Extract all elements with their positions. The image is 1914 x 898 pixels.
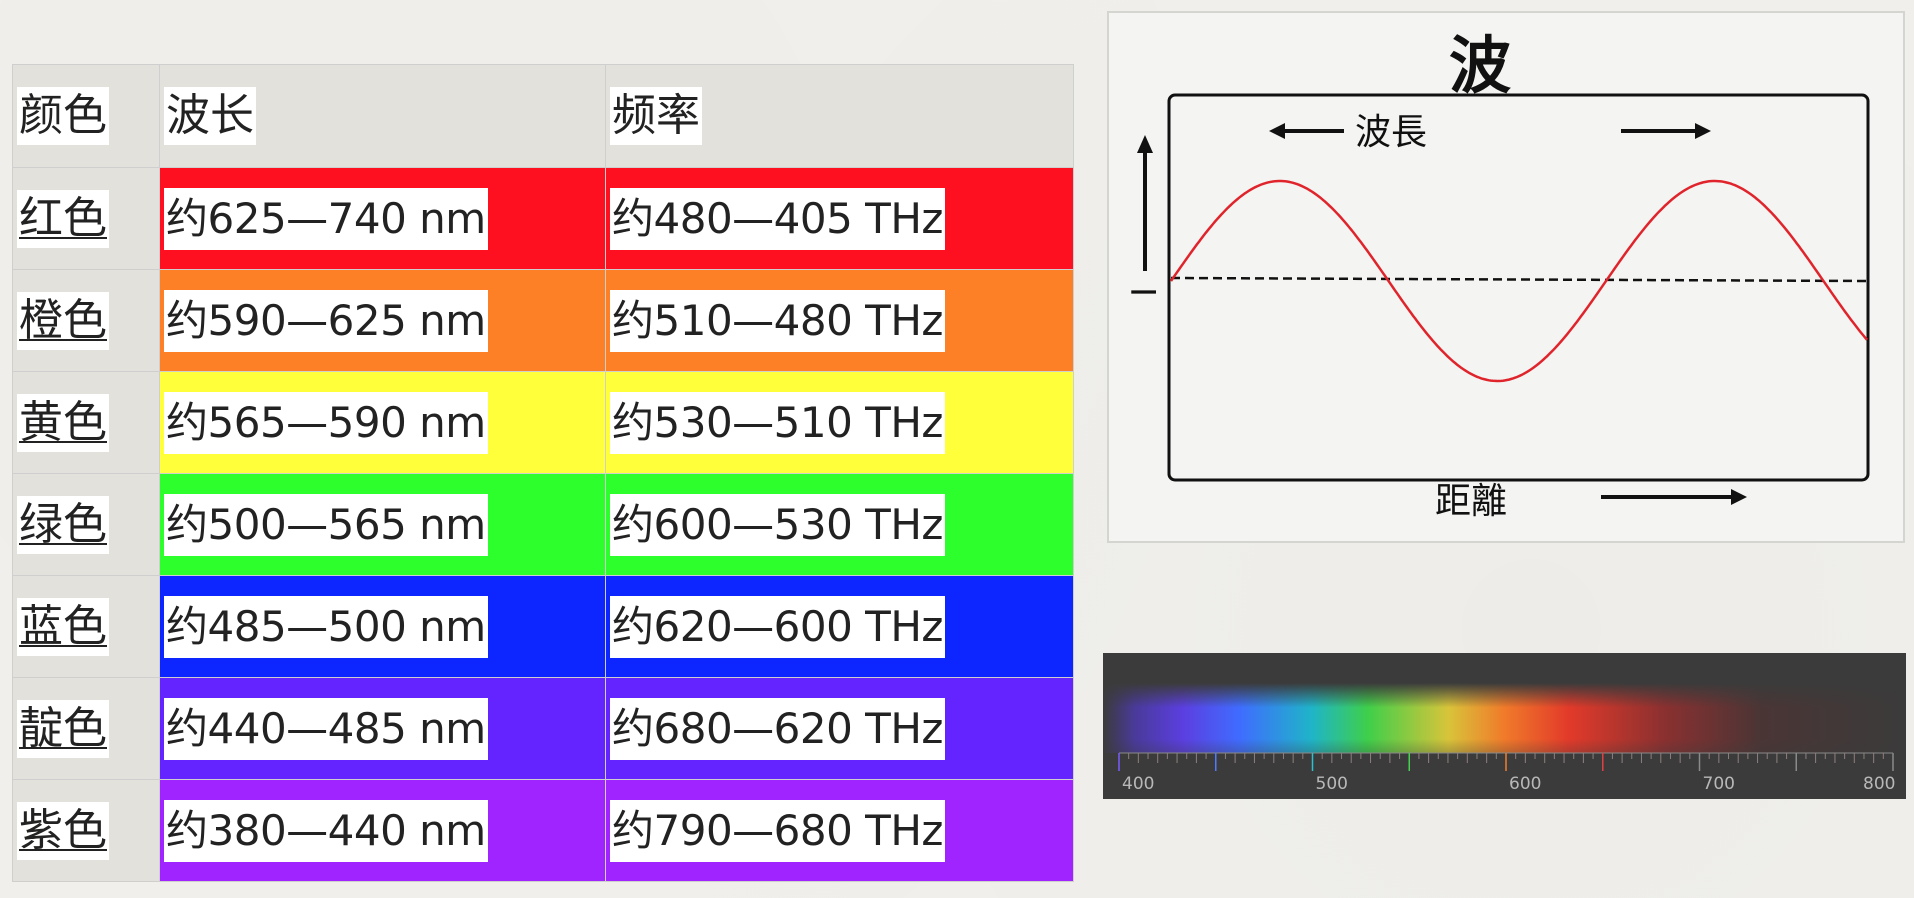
wave-frame	[1167, 93, 1870, 482]
table-header-row: 颜色 波长 频率	[12, 64, 1074, 168]
table-row: 黄色 约565—590 nm 约530—510 THz	[12, 371, 1074, 474]
color-name-link[interactable]: 红色	[17, 189, 109, 248]
table-row: 紫色 约380—440 nm 约790—680 THz	[12, 779, 1074, 882]
wave-diagram: 波 波長 I 距離	[1107, 11, 1905, 543]
wavelength-cell: 约380—440 nm	[159, 779, 606, 882]
color-name-link[interactable]: 靛色	[17, 699, 109, 758]
wavelength-value: 约440—485 nm	[164, 697, 488, 760]
color-name-cell: 靛色	[12, 677, 160, 780]
wavelength-value: 约590—625 nm	[164, 289, 488, 352]
frequency-cell: 约620—600 THz	[605, 575, 1074, 678]
spectrum-tick-label: 700	[1703, 774, 1735, 794]
wavelength-right-arrow-icon	[1621, 123, 1711, 139]
wavelength-value: 约500—565 nm	[164, 493, 488, 556]
spectrum-svg: 400 500 600 700 800	[1103, 683, 1906, 794]
distance-label: 距離	[1435, 481, 1507, 522]
wavelength-cell: 约500—565 nm	[159, 473, 606, 576]
visible-spectrum: 400 500 600 700 800	[1103, 653, 1906, 799]
distance-right-arrow-icon	[1601, 489, 1747, 505]
color-name-link[interactable]: 黄色	[17, 393, 109, 452]
header-wavelength-label: 波长	[164, 87, 256, 145]
frequency-cell: 约600—530 THz	[605, 473, 1074, 576]
wavelength-value: 约565—590 nm	[164, 391, 488, 454]
color-name-link[interactable]: 蓝色	[17, 597, 109, 656]
wavelength-cell: 约565—590 nm	[159, 371, 606, 474]
spectrum-tick-label: 800	[1863, 774, 1895, 794]
spectrum-tick-label: 600	[1509, 774, 1541, 794]
wave-baseline	[1170, 276, 1868, 283]
wavelength-value: 约625—740 nm	[164, 187, 488, 250]
wave-diagram-svg: 波 波長 I 距離	[1125, 29, 1870, 522]
table-row: 蓝色 约485—500 nm 约620—600 THz	[12, 575, 1074, 678]
color-name-link[interactable]: 绿色	[17, 495, 109, 554]
wavelength-cell: 约625—740 nm	[159, 167, 606, 270]
color-wavelength-table: 颜色 波长 频率 红色 约625—740 nm 约480—405 THz 橙色 约590…	[12, 64, 1074, 882]
wavelength-cell: 约590—625 nm	[159, 269, 606, 372]
table-row: 红色 约625—740 nm 约480—405 THz	[12, 167, 1074, 270]
frequency-cell: 约790—680 THz	[605, 779, 1074, 882]
color-name-cell: 紫色	[12, 779, 160, 882]
color-name-cell: 红色	[12, 167, 160, 270]
spectrum-tick-label: 500	[1316, 774, 1348, 794]
wavelength-cell: 约485—500 nm	[159, 575, 606, 678]
table-row: 靛色 约440—485 nm 约680—620 THz	[12, 677, 1074, 780]
spectrum-labels: 400 500 600 700 800	[1122, 774, 1895, 794]
frequency-value: 约680—620 THz	[610, 697, 945, 760]
amplitude-label: I	[1125, 287, 1165, 297]
spectrum-tick-label: 400	[1122, 774, 1154, 794]
header-color-label: 颜色	[17, 87, 109, 145]
frequency-value: 约510—480 THz	[610, 289, 945, 352]
header-frequency-label: 频率	[610, 87, 702, 145]
frequency-value: 约480—405 THz	[610, 187, 945, 250]
color-name-cell: 黄色	[12, 371, 160, 474]
wavelength-label: 波長	[1355, 112, 1427, 153]
color-name-cell: 蓝色	[12, 575, 160, 678]
frequency-cell: 约530—510 THz	[605, 371, 1074, 474]
spectrum-ticks	[1118, 753, 1894, 771]
table-row: 绿色 约500—565 nm 约600—530 THz	[12, 473, 1074, 576]
wavelength-cell: 约440—485 nm	[159, 677, 606, 780]
header-wavelength: 波长	[159, 64, 606, 168]
header-frequency: 频率	[605, 64, 1074, 168]
frequency-cell: 约510—480 THz	[605, 269, 1074, 372]
frequency-value: 约600—530 THz	[610, 493, 945, 556]
color-name-cell: 绿色	[12, 473, 160, 576]
wavelength-value: 约485—500 nm	[164, 595, 488, 658]
frequency-value: 约530—510 THz	[610, 391, 945, 454]
frequency-value: 约790—680 THz	[610, 799, 945, 862]
wavelength-left-arrow-icon	[1269, 123, 1344, 139]
header-color: 颜色	[12, 64, 160, 168]
wave-title: 波	[1449, 29, 1511, 102]
color-name-link[interactable]: 紫色	[17, 801, 109, 860]
color-name-cell: 橙色	[12, 269, 160, 372]
color-name-link[interactable]: 橙色	[17, 291, 109, 350]
table-row: 橙色 约590—625 nm 约510—480 THz	[12, 269, 1074, 372]
frequency-cell: 约680—620 THz	[605, 677, 1074, 780]
wavelength-value: 约380—440 nm	[164, 799, 488, 862]
sine-wave	[1169, 179, 1868, 383]
amplitude-up-arrow-icon	[1137, 135, 1153, 271]
spectrum-fade	[1103, 683, 1906, 753]
frequency-cell: 约480—405 THz	[605, 167, 1074, 270]
frequency-value: 约620—600 THz	[610, 595, 945, 658]
